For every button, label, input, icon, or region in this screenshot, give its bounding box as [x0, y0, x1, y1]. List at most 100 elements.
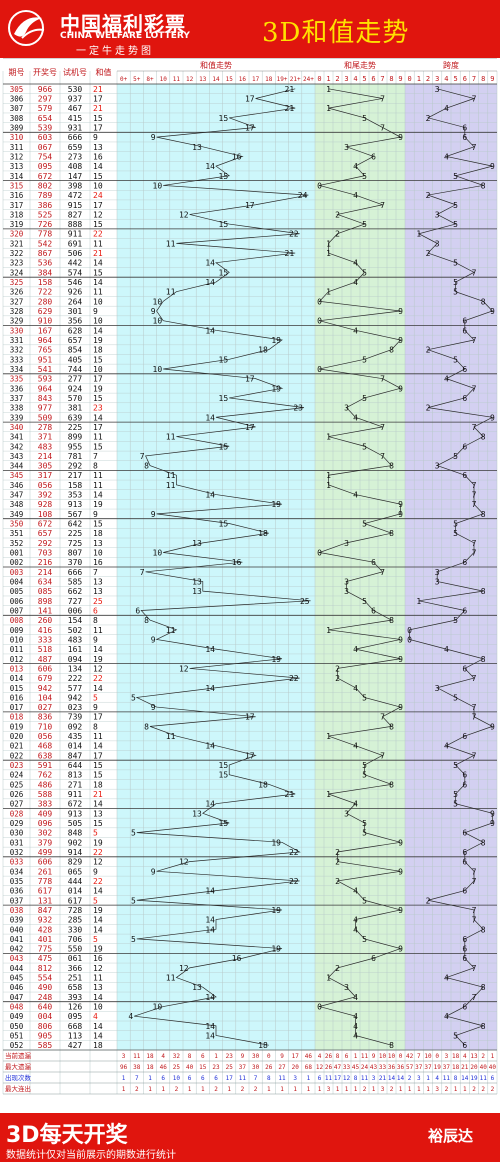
tail-mark: 2	[335, 664, 340, 673]
sum-mark: 21	[285, 85, 295, 94]
trial-cell: 911	[68, 230, 83, 239]
period-cell: 330	[10, 326, 24, 335]
period-cell: 022	[10, 751, 24, 760]
draw-cell: 928	[38, 500, 53, 509]
sum-cell: 21	[93, 790, 103, 799]
tail-mark: 3	[344, 539, 349, 548]
stat-span-value: 2	[472, 1086, 476, 1093]
sum-mark: 21	[285, 790, 295, 799]
footer-bar: 3D每天开奖 数据统计仅对当前展示的期数进行统计 裕辰达	[0, 1113, 500, 1162]
trial-cell: 158	[68, 481, 83, 490]
span-axis-tick: 3	[435, 75, 439, 83]
tail-axis-tick: 5	[362, 75, 366, 83]
sum-mark: 19	[271, 384, 281, 393]
header-span: 跨度	[443, 60, 459, 70]
draw-cell: 095	[38, 162, 53, 171]
sum-mark: 16	[232, 558, 242, 567]
sum-mark: 15	[219, 442, 229, 451]
draw-cell: 401	[38, 935, 53, 944]
trial-cell: 902	[68, 838, 83, 847]
sum-mark: 14	[205, 916, 215, 925]
period-cell: 035	[10, 877, 24, 886]
tail-mark: 4	[353, 925, 358, 934]
tail-mark: 5	[362, 268, 367, 277]
span-mark: 6	[462, 471, 467, 480]
sum-mark: 14	[205, 491, 215, 500]
trial-cell: 092	[68, 722, 83, 731]
draw-cell: 657	[38, 529, 53, 538]
tail-mark: 5	[362, 829, 367, 838]
sum-mark: 14	[205, 887, 215, 896]
stat-tail-value: 1	[318, 1086, 322, 1093]
tail-mark: 8	[389, 722, 394, 731]
tail-mark: 7	[380, 123, 385, 132]
span-mark: 7	[472, 906, 477, 915]
trial-cell: 006	[68, 606, 83, 615]
stat-tail-value: 10	[388, 1053, 396, 1060]
period-cell: 004	[10, 577, 24, 586]
tail-mark: 1	[326, 433, 331, 442]
tail-mark: 6	[371, 558, 376, 567]
draw-cell: 536	[38, 259, 53, 268]
sum-mark: 9	[151, 307, 156, 316]
sum-cell: 17	[93, 423, 103, 432]
period-cell: 021	[10, 742, 24, 751]
stat-span-value: 2	[491, 1086, 495, 1093]
trial-cell: 381	[68, 404, 83, 413]
stat-tail-value: 6	[345, 1053, 349, 1060]
tail-mark: 8	[389, 346, 394, 355]
span-mark: 8	[481, 925, 486, 934]
stat-tail-value: 3	[381, 1086, 385, 1093]
draw-cell: 541	[38, 365, 53, 374]
stat-span-value: 3	[417, 1075, 421, 1082]
trial-cell: 405	[68, 355, 83, 364]
sum-mark: 13	[192, 539, 202, 548]
trial-cell: 937	[68, 94, 83, 103]
span-mark: 7	[472, 867, 477, 876]
tail-mark: 2	[335, 877, 340, 886]
sum-mark: 14	[205, 645, 215, 654]
sum-cell: 18	[93, 1041, 103, 1050]
draw-cell: 297	[38, 94, 53, 103]
trial-cell: 134	[68, 664, 83, 673]
trial-cell: 899	[68, 433, 83, 442]
tail-mark: 2	[335, 848, 340, 857]
sum-mark: 21	[285, 104, 295, 113]
sum-cell: 8	[93, 616, 98, 625]
draw-cell: 977	[38, 404, 53, 413]
span-mark: 1	[416, 597, 421, 606]
tail-mark: 9	[398, 336, 403, 345]
period-cell: 348	[10, 500, 24, 509]
stat-span-value: 4	[463, 1053, 467, 1060]
sum-cell: 10	[93, 181, 103, 190]
stat-span-value: 1	[408, 1086, 412, 1093]
period-cell: 019	[10, 722, 24, 731]
period-cell: 333	[10, 355, 24, 364]
sum-cell: 15	[93, 520, 103, 529]
sum-mark: 15	[219, 771, 229, 780]
span-mark: 5	[453, 520, 458, 529]
draw-cell: 428	[38, 925, 53, 934]
sum-mark: 19	[271, 336, 281, 345]
stat-sum-value: 27	[278, 1064, 286, 1071]
sum-mark: 11	[166, 471, 176, 480]
trial-cell: 506	[68, 249, 83, 258]
stat-sum-value: 2	[135, 1086, 139, 1093]
period-cell: 039	[10, 916, 24, 925]
sum-axis-tick: 15	[226, 76, 234, 83]
trial-cell: 658	[68, 983, 83, 992]
span-mark: 7	[472, 549, 477, 558]
span-mark: 6	[462, 780, 467, 789]
tail-mark: 8	[389, 1041, 394, 1050]
sum-mark: 22	[289, 848, 299, 857]
draw-cell: 518	[38, 645, 53, 654]
sum-mark: 15	[219, 220, 229, 229]
trial-cell: 126	[68, 1003, 83, 1012]
tail-mark: 4	[353, 413, 358, 422]
span-mark: 4	[444, 104, 449, 113]
span-mark: 4	[444, 645, 449, 654]
tail-mark: 5	[362, 761, 367, 770]
period-cell: 343	[10, 452, 24, 461]
trial-cell: 225	[68, 529, 83, 538]
period-cell: 026	[10, 790, 24, 799]
